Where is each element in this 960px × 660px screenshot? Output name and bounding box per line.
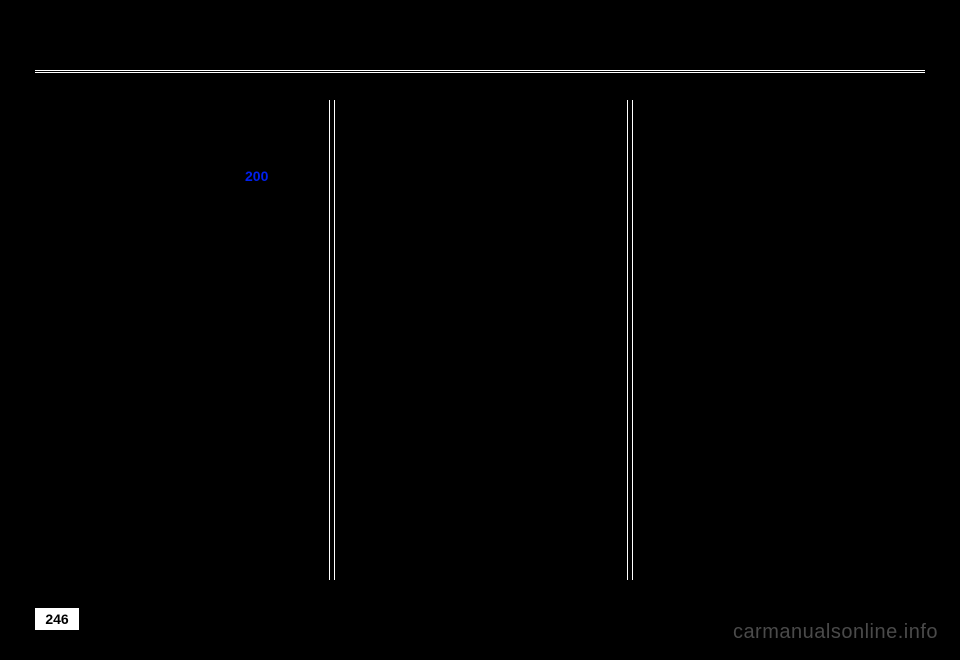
column-2 [334,100,627,580]
column-1: 200 [35,100,328,580]
horizontal-rule [35,70,925,73]
column-container: 200 [35,100,925,580]
column-3 [632,100,925,580]
page-link[interactable]: 200 [245,168,268,184]
page-number-box: 246 [35,608,79,630]
manual-page: 200 246 carmanualsonline.info [10,10,950,650]
page-number: 246 [45,611,68,627]
watermark-text: carmanualsonline.info [733,621,938,644]
